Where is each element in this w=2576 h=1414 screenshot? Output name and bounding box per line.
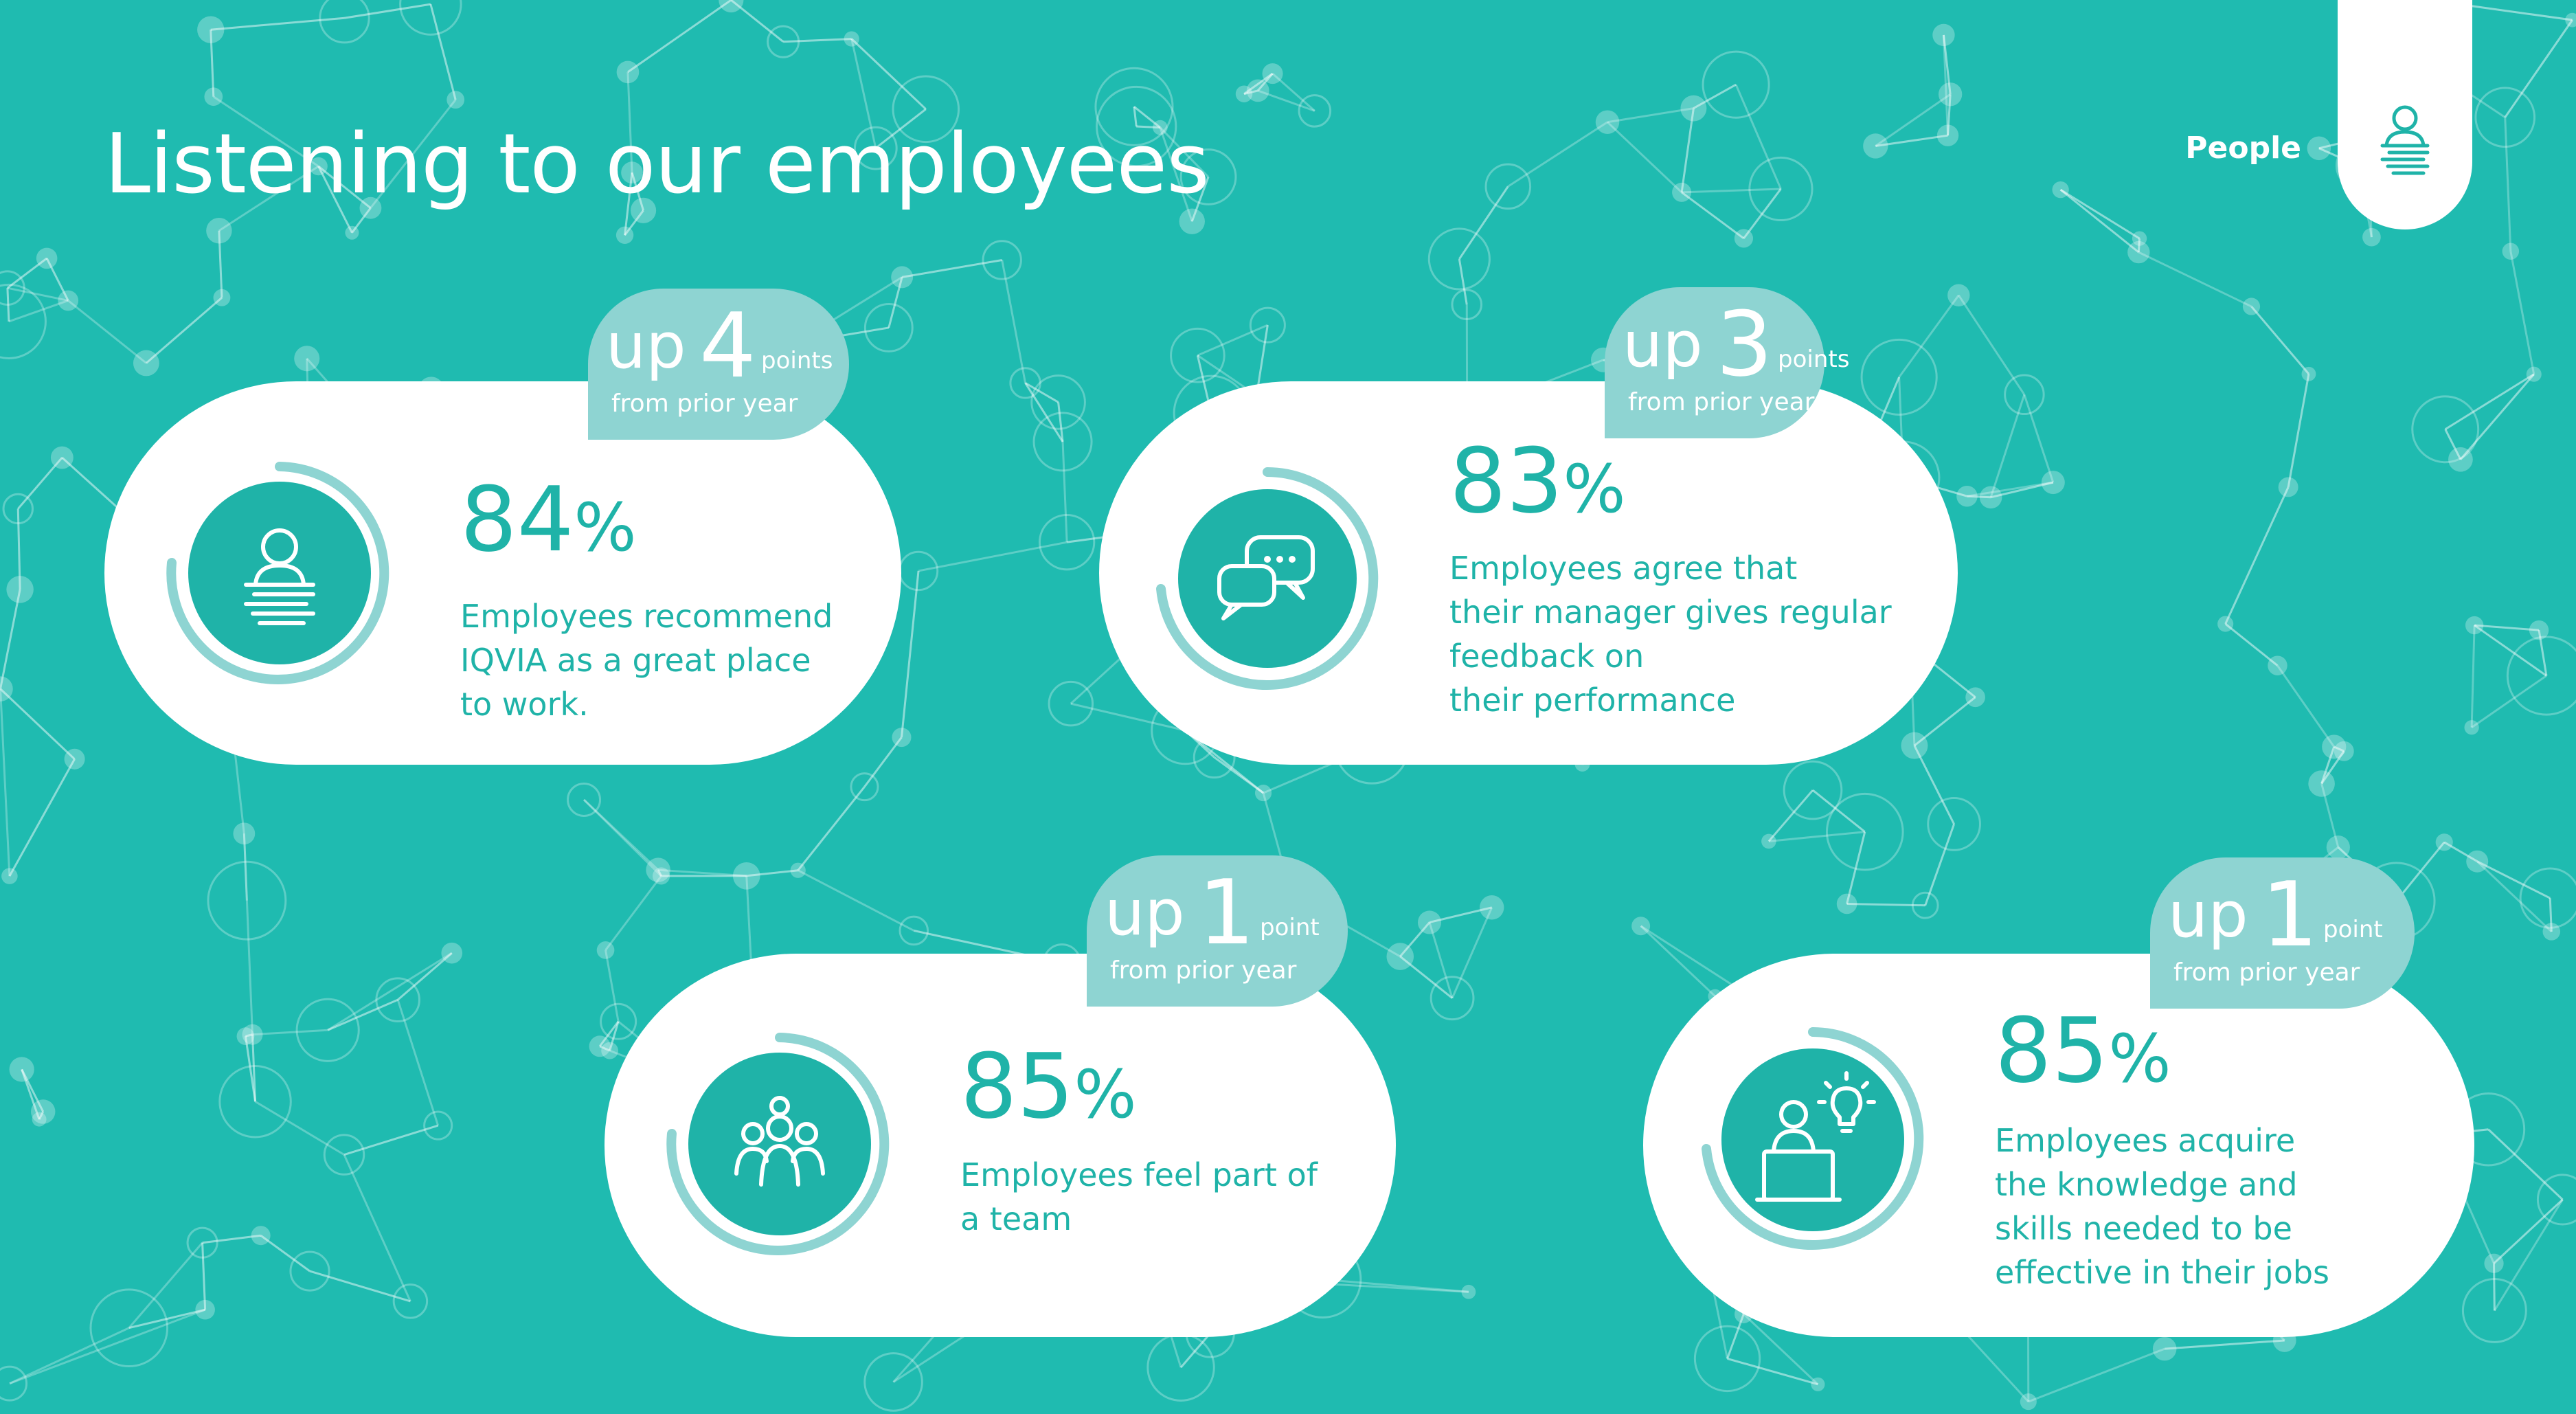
- person-typing-icon: [2380, 105, 2430, 175]
- progress-ring: [1156, 467, 1379, 690]
- stat-card-feedback: 83% Employees agree that their manager g…: [1099, 381, 1958, 765]
- change-badge: up 1 point from prior year: [1087, 855, 1348, 1007]
- page-title: Listening to our employees: [104, 117, 1210, 212]
- change-badge: up 4 points from prior year: [588, 289, 849, 440]
- progress-ring: [166, 462, 389, 684]
- person-typing-icon: [188, 482, 371, 664]
- presenter-idea-icon: [1721, 1048, 1904, 1231]
- percent-value: 83%: [1449, 429, 1626, 533]
- section-tab: [2338, 0, 2472, 229]
- change-badge: up 3 points from prior year: [1605, 287, 1849, 438]
- section-label: People: [2185, 131, 2301, 166]
- stat-card-skills: 85% Employees acquire the knowledge and …: [1643, 954, 2474, 1337]
- stat-card-recommend: 84% Employees recommend IQVIA as a great…: [104, 381, 901, 765]
- percent-value: 85%: [1995, 998, 2171, 1103]
- percent-value: 85%: [960, 1034, 1137, 1138]
- stat-description: Employees feel part of a team: [960, 1156, 1318, 1237]
- percent-value: 84%: [460, 467, 637, 572]
- team-group-icon: [688, 1053, 871, 1235]
- stat-card-team: 85% Employees feel part of a team: [605, 954, 1396, 1337]
- stat-description: Employees acquire the knowledge and skil…: [1995, 1122, 2329, 1291]
- stat-description: Employees recommend IQVIA as a great pla…: [460, 598, 833, 723]
- progress-ring: [666, 1033, 890, 1255]
- chat-bubbles-icon: [1178, 489, 1357, 668]
- change-badge: up 1 point from prior year: [2150, 857, 2415, 1009]
- progress-ring: [1702, 1027, 1924, 1250]
- stat-description: Employees agree that their manager gives…: [1449, 550, 1892, 719]
